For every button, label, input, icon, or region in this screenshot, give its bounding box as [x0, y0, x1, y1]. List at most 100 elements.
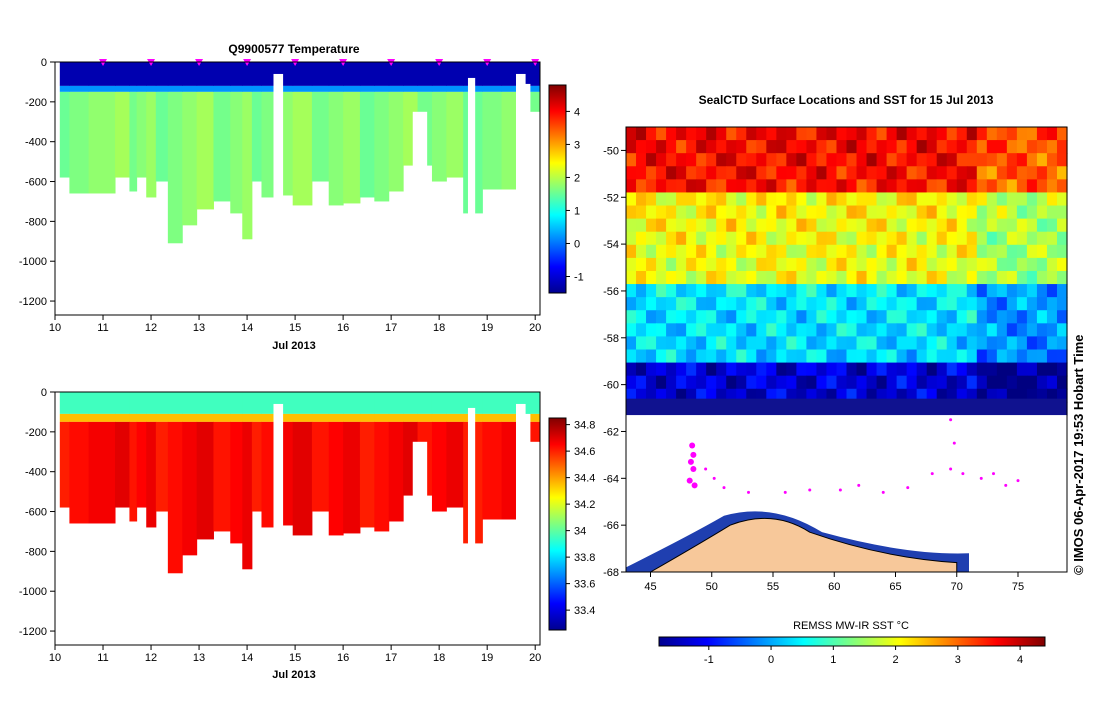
colorbar-tick-label: -1 — [704, 654, 714, 666]
sst-cell — [876, 270, 888, 285]
y-tick-label: -52 — [603, 192, 619, 204]
data-gap — [467, 407, 476, 645]
sst-cell — [866, 231, 878, 246]
sst-cell — [746, 349, 757, 364]
sst-cell — [866, 388, 878, 403]
sst-cell — [756, 231, 767, 246]
sst-cell — [856, 297, 868, 311]
section-cell — [167, 413, 183, 422]
colorbar-tick-label: 1 — [830, 654, 836, 666]
sst-cell — [856, 192, 868, 207]
sst-cell — [876, 244, 888, 259]
sst-cell — [946, 166, 958, 180]
sst-cell — [676, 244, 687, 259]
sst-cell — [876, 166, 888, 180]
section-cell — [359, 91, 375, 198]
section-cell — [359, 413, 375, 422]
sst-cell — [786, 244, 797, 259]
section-cell — [167, 392, 183, 414]
sst-cell — [646, 257, 657, 272]
sst-cell — [996, 349, 1008, 364]
sst-cell — [776, 270, 787, 285]
temperature-colorbar-ticks: 4 3 2 1 0 -1 — [566, 106, 584, 283]
sst-cell — [896, 388, 908, 403]
section-cell — [343, 421, 361, 534]
sst-cell — [906, 388, 918, 403]
sst-cell — [706, 244, 717, 259]
sst-cell — [976, 231, 988, 246]
sst-cell — [696, 257, 707, 272]
sst-cell — [836, 127, 848, 141]
sst-cell — [666, 192, 677, 207]
section-cell — [328, 91, 344, 206]
section-cell — [59, 392, 70, 414]
sst-cell — [1026, 153, 1038, 167]
sst-cell — [986, 297, 998, 311]
sst-cell — [786, 179, 797, 194]
sst-cell — [876, 349, 888, 364]
sst-cell — [756, 257, 767, 272]
sst-cell — [906, 244, 918, 259]
sst-cell — [836, 244, 848, 259]
sst-cell — [836, 166, 848, 180]
sst-cell — [996, 297, 1008, 311]
sst-map-title: SealCTD Surface Locations and SST for 15… — [699, 93, 994, 107]
sst-cell — [956, 140, 968, 154]
section-cell — [69, 62, 90, 86]
sst-colorbar-ticks: -1 0 1 2 3 4 — [704, 646, 1023, 666]
sst-cell — [856, 244, 868, 259]
sst-cell — [676, 127, 687, 141]
sst-cell — [876, 336, 888, 351]
sst-cell — [876, 192, 888, 207]
sst-cell — [686, 284, 697, 298]
y-tick-label: -1000 — [19, 256, 47, 268]
sst-cell — [986, 231, 998, 246]
sst-cell — [766, 310, 777, 324]
sst-cell — [1046, 244, 1058, 259]
sst-cell — [1016, 257, 1028, 272]
sst-cell — [966, 388, 978, 403]
seal-track-point — [992, 472, 995, 476]
sst-cell — [716, 388, 727, 403]
section-cell — [482, 91, 503, 190]
sst-cell — [646, 192, 657, 207]
sst-cell — [766, 257, 777, 272]
section-cell — [146, 413, 157, 422]
colorbar-tick-label: 4 — [1017, 654, 1023, 666]
sst-cell — [646, 140, 657, 154]
sst-cell — [686, 166, 697, 180]
sst-cell — [696, 127, 707, 141]
sst-cell — [956, 166, 968, 180]
temperature-title: Q9900577 Temperature — [228, 42, 360, 56]
sst-cell — [826, 323, 838, 338]
sst-cell — [656, 231, 667, 246]
sst-cell — [646, 349, 657, 364]
sst-cell — [946, 179, 958, 194]
seal-track-point — [881, 490, 885, 494]
sst-cell — [896, 297, 908, 311]
section-cell — [196, 392, 214, 414]
sst-cell — [856, 362, 868, 377]
colorbar-tick-label: -1 — [574, 271, 584, 283]
sst-cell — [636, 310, 647, 324]
sst-cell — [1056, 127, 1068, 141]
sst-cell — [656, 349, 667, 364]
section-cell — [115, 85, 130, 92]
section-cell — [530, 392, 541, 414]
section-cell — [292, 413, 313, 422]
sst-cell — [646, 127, 657, 141]
sst-cell — [856, 205, 868, 220]
sst-cell — [1036, 127, 1048, 141]
sst-cell — [716, 179, 727, 194]
sst-cell — [926, 388, 938, 403]
sst-cell — [956, 336, 968, 351]
sst-cell — [866, 375, 878, 390]
x-tick-label: 55 — [767, 581, 779, 593]
sst-cell — [826, 375, 838, 390]
section-cell — [311, 392, 330, 414]
sst-cell — [666, 336, 677, 351]
sst-cell — [916, 284, 928, 298]
sst-cell — [656, 323, 667, 338]
sst-cell — [636, 375, 647, 390]
sst-cell — [736, 297, 747, 311]
